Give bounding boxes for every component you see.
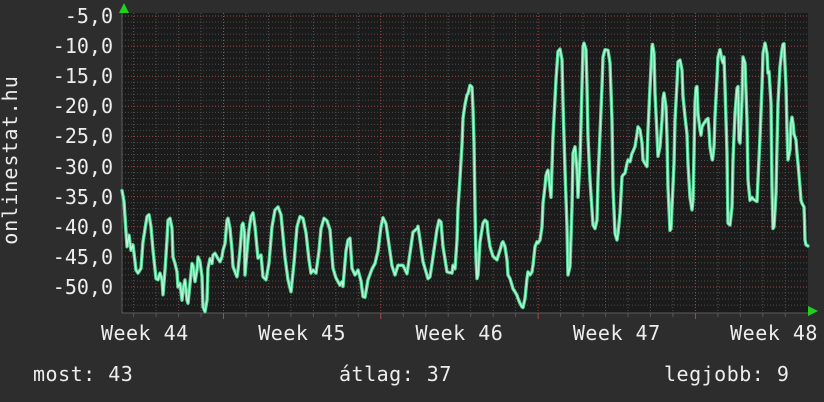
y-tick-label: -5,0 [64,4,113,28]
y-tick-label: -30,0 [52,154,113,179]
y-tick-label: -50,0 [52,274,113,299]
data-line [120,41,810,314]
stat-current: most: 43 [33,362,134,386]
x-tick-label: Week 46 [415,321,504,345]
x-tick-label: Week 47 [572,321,661,345]
x-tick-label: Week 45 [258,321,347,345]
stat-average: átlag: 37 [339,362,452,386]
x-tick-label: Week 48 [730,321,818,345]
y-tick-label: -40,0 [52,214,113,239]
y-tick-label: -15,0 [52,64,113,89]
x-tick-label: Week 44 [100,321,189,345]
y-tick-label: -10,0 [52,34,113,59]
y-tick-label: -35,0 [52,184,113,209]
y-tick-label: -25,0 [52,124,113,149]
y-tick-label: -20,0 [52,94,113,119]
x-axis-arrow-icon [808,306,818,316]
y-tick-label: -45,0 [52,244,113,269]
y-axis-arrow-icon [119,3,129,13]
stat-best: legjobb: 9 [664,362,790,386]
